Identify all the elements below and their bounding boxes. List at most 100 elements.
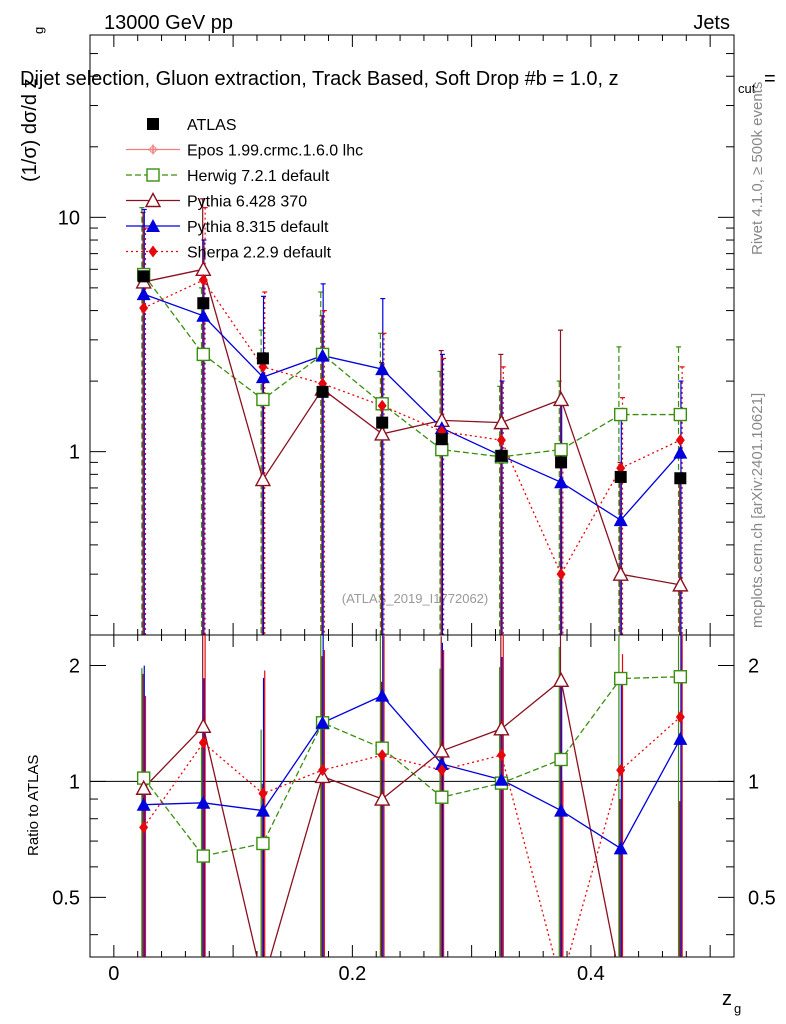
legend-label-5: Sherpa 2.2.9 default [187,245,332,262]
ratio-point-2-2 [255,803,270,817]
atlas-point-8 [614,470,627,483]
ratio-point-0-7 [554,752,568,767]
ratio-point-2-5 [434,756,449,770]
ratio-data-layer [135,635,688,957]
point-4-4 [375,362,390,376]
energy-label: 13000 GeV pp [104,12,233,34]
legend-label-4: Pythia 8.315 default [187,219,329,236]
point-2-9 [673,407,688,422]
ratio-point-2-3 [315,715,330,729]
ratio-point-3-1 [198,736,208,749]
legend-marker-1 [148,144,158,155]
series-line-pythia-6-428-370 [143,268,681,586]
y-tick-label-ratio: 0.5 [52,887,80,909]
point-3-2 [254,471,272,487]
y-tick-label-ratio-right: 0.5 [748,887,776,909]
ratio-point-2-4 [375,688,390,702]
ratio-point-0-1 [196,849,210,863]
ratio-point-2-1 [196,795,211,809]
atlas-point-2 [256,352,269,365]
ratio-point-1-7 [552,671,570,688]
ratio-point-2-7 [554,803,569,817]
ratio-frame [89,634,735,958]
atlas-point-3 [316,385,329,398]
point-5-7 [556,568,566,581]
x-tick-label: 0.2 [338,963,366,985]
ratio-point-3-6 [496,749,506,762]
point-4-2 [255,370,270,384]
legend-label-3: Pythia 6.428 370 [187,194,307,211]
point-2-1 [196,347,210,362]
ratio-point-3-3 [318,764,328,777]
point-3-7 [552,390,570,407]
y-axis-label-ratio: Ratio to ATLAS [25,755,42,856]
point-3-8 [612,565,629,581]
ratio-point-0-8 [614,671,628,686]
x-axis-label: z [722,988,732,1010]
point-4-3 [315,348,330,362]
plot-title: Dijet selection, Gluon extraction, Track… [20,68,619,90]
point-5-6 [496,434,506,447]
ratio-point-3-8 [616,764,626,777]
legend-marker-3 [144,192,162,208]
y-axis-label-main: (1/σ) dσ/d z g [19,27,46,182]
atlas-point-9 [674,472,687,485]
ratio-point-3-0 [139,821,149,834]
point-5-1 [198,274,208,287]
point-2-2 [256,392,270,407]
ratio-line-2 [143,694,681,850]
ratio-point-2-6 [494,772,509,786]
ratio-panel: 0 0.2 0.4 0.5 0.5 1 1 2 2 [52,634,776,985]
ratio-point-0-5 [435,790,449,804]
plot-title-suffix: = [764,68,776,90]
ratio-point-1-4 [374,790,391,806]
main-panel: 1 10 [58,34,735,636]
y-tick-label-ratio: 1 [69,771,80,793]
point-5-9 [675,434,685,447]
point-3-6 [493,414,510,430]
y-tick-label-ratio-right: 2 [748,655,759,677]
main-data-layer [135,198,689,635]
legend: ATLAS Epos 1.99.crmc.1.6.0 lhc Herwig 7.2.… [126,117,363,262]
y-tick-label-ratio: 2 [69,655,80,677]
legend-marker-2 [146,168,160,182]
point-2-8 [614,407,628,422]
y-tick-label-ratio-right: 1 [748,771,759,793]
ratio-point-3-4 [377,749,387,762]
atlas-point-0 [137,270,150,283]
point-2-7 [554,442,568,457]
rivet-side-text: Rivet 4.1.0, ≥ 500k events [749,82,766,255]
series-line-herwig-7-2-1-default [143,274,681,458]
plot-title-subscript: cut [738,81,756,96]
y-tick-label-main: 1 [69,442,80,464]
legend-marker-0 [147,118,159,130]
ratio-point-1-6 [493,720,510,736]
atlas-point-5 [435,433,448,446]
ratio-point-1-0 [135,779,152,795]
atlas-point-4 [376,416,389,429]
ratio-line-3 [143,716,681,957]
ratio-point-3-2 [258,787,268,800]
x-tick-label: 0 [108,963,119,985]
legend-label-2: Herwig 7.2.1 default [187,168,330,185]
process-label: Jets [693,12,730,34]
ratio-point-2-0 [136,797,151,811]
point-2-5 [435,442,449,457]
mcplots-side-text: mcplots.cern.ch [arXiv:2401.10621] [749,393,766,628]
atlas-point-6 [495,449,508,462]
legend-marker-5 [148,245,158,258]
ratio-point-0-9 [673,670,688,684]
y-tick-label-main: 10 [58,207,80,229]
point-4-1 [196,308,211,322]
point-5-4 [377,399,387,412]
x-axis-label-text: z [722,988,732,1010]
y-axis-label-main-text: (1/σ) dσ/d z [19,78,41,182]
ratio-point-3-5 [437,764,447,777]
analysis-watermark: (ATLAS_2019_I1772062) [342,591,488,606]
plot-title-main: Dijet selection, Gluon extraction, Track… [20,68,619,90]
atlas-point-7 [555,456,568,469]
ratio-point-0-2 [256,836,270,851]
ratio-line-0 [143,676,681,857]
ratio-line-1 [143,679,617,957]
